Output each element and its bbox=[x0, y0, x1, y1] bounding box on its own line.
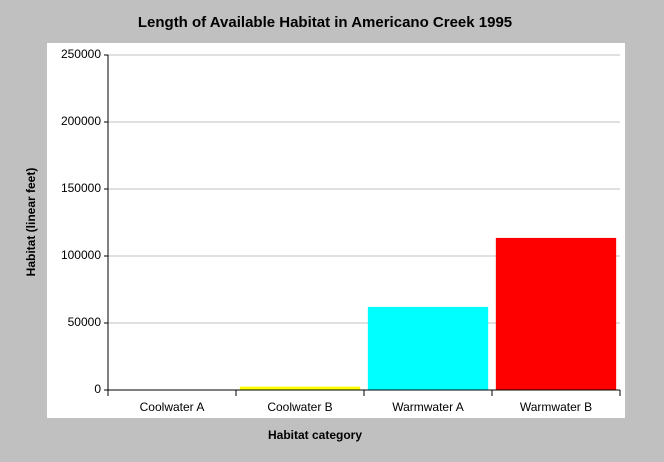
y-tick-label: 0 bbox=[94, 382, 101, 396]
y-tick-label: 100000 bbox=[61, 248, 101, 262]
x-tick-label: Warmwater B bbox=[520, 400, 592, 414]
y-axis-label: Habitat (linear feet) bbox=[24, 168, 38, 277]
y-tick-label: 50000 bbox=[68, 315, 102, 329]
x-tick-label: Warmwater A bbox=[392, 400, 464, 414]
bar bbox=[495, 237, 617, 390]
chart-title: Length of Available Habitat in Americano… bbox=[138, 14, 512, 31]
x-axis-label: Habitat category bbox=[268, 428, 362, 442]
bar bbox=[239, 386, 361, 390]
x-tick-label: Coolwater A bbox=[140, 400, 205, 414]
y-tick-label: 250000 bbox=[61, 47, 101, 61]
y-tick-label: 200000 bbox=[61, 114, 101, 128]
x-tick-label: Coolwater B bbox=[267, 400, 332, 414]
y-tick-label: 150000 bbox=[61, 181, 101, 195]
bar bbox=[367, 306, 489, 390]
